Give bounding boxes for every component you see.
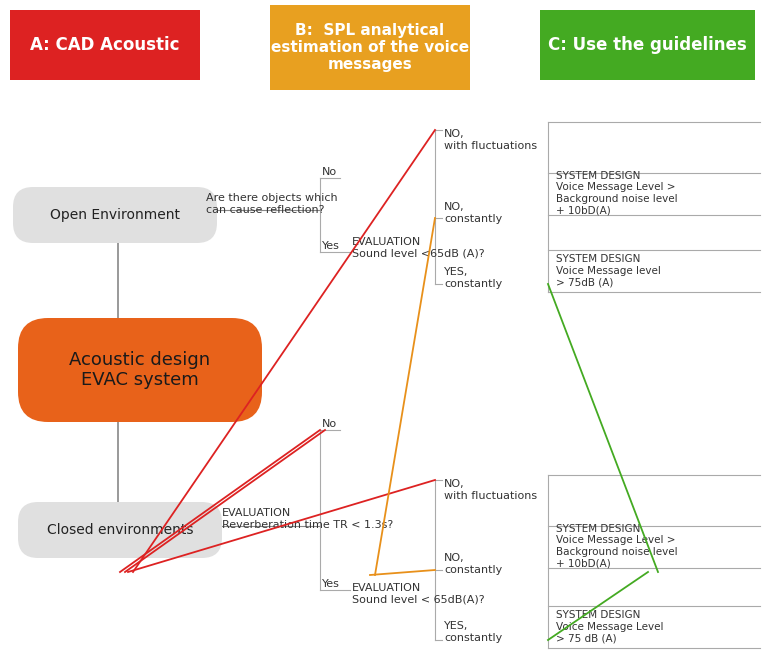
FancyBboxPatch shape [18, 318, 262, 422]
Text: B:  SPL analytical
estimation of the voice
messages: B: SPL analytical estimation of the voic… [271, 23, 469, 72]
Text: NO,
with fluctuations: NO, with fluctuations [444, 129, 537, 151]
Text: SYSTEM DESIGN
Voice Message Level >
Background noise level
+ 10bD(A): SYSTEM DESIGN Voice Message Level > Back… [556, 524, 677, 568]
Text: NO,
constantly: NO, constantly [444, 553, 502, 575]
Text: Closed environments: Closed environments [47, 523, 194, 537]
Text: Acoustic design
EVAC system: Acoustic design EVAC system [69, 351, 210, 389]
Text: SYSTEM DESIGN
Voice Message level
> 75dB (A): SYSTEM DESIGN Voice Message level > 75dB… [556, 255, 661, 287]
Text: EVALUATION
Reverberation time TR < 1.3s?: EVALUATION Reverberation time TR < 1.3s? [222, 508, 393, 530]
Text: SYSTEM DESIGN
Voice Message Level >
Background noise level
+ 10bD(A): SYSTEM DESIGN Voice Message Level > Back… [556, 170, 677, 215]
FancyBboxPatch shape [13, 187, 217, 243]
Bar [540, 10, 755, 80]
Bar [10, 10, 200, 80]
Text: EVALUATION
Sound level < 65dB(A)?: EVALUATION Sound level < 65dB(A)? [352, 583, 485, 605]
Text: Yes: Yes [322, 241, 340, 251]
Bar [270, 5, 470, 90]
Text: Yes: Yes [322, 579, 340, 589]
Text: SYSTEM DESIGN
Voice Message Level
> 75 dB (A): SYSTEM DESIGN Voice Message Level > 75 d… [556, 611, 664, 644]
Text: YES,
constantly: YES, constantly [444, 621, 502, 643]
Text: NO,
with fluctuations: NO, with fluctuations [444, 479, 537, 501]
Text: Are there objects which
can cause reflection?: Are there objects which can cause reflec… [206, 193, 338, 215]
Text: A: CAD Acoustic: A: CAD Acoustic [30, 36, 180, 54]
Text: No: No [322, 419, 337, 429]
Text: C: Use the guidelines: C: Use the guidelines [548, 36, 746, 54]
Text: No: No [322, 167, 337, 177]
Text: Open Environment: Open Environment [50, 208, 180, 222]
FancyBboxPatch shape [18, 502, 222, 558]
Text: EVALUATION
Sound level <65dB (A)?: EVALUATION Sound level <65dB (A)? [352, 237, 485, 259]
Text: NO,
constantly: NO, constantly [444, 202, 502, 224]
Text: YES,
constantly: YES, constantly [444, 267, 502, 289]
